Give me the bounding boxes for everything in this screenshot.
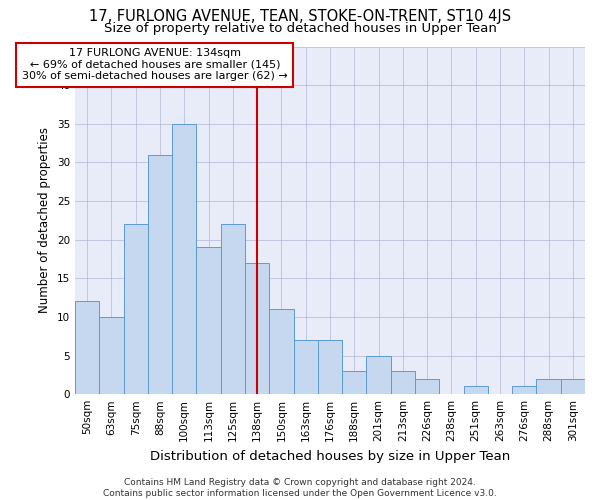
X-axis label: Distribution of detached houses by size in Upper Tean: Distribution of detached houses by size …: [150, 450, 510, 462]
Bar: [124, 224, 148, 394]
Bar: [269, 309, 293, 394]
Bar: [561, 378, 585, 394]
Bar: [75, 302, 100, 394]
Bar: [100, 317, 124, 394]
Text: Size of property relative to detached houses in Upper Tean: Size of property relative to detached ho…: [104, 22, 496, 35]
Bar: [293, 340, 318, 394]
Bar: [245, 263, 269, 394]
Bar: [148, 154, 172, 394]
Bar: [367, 356, 391, 394]
Bar: [512, 386, 536, 394]
Text: 17 FURLONG AVENUE: 134sqm
← 69% of detached houses are smaller (145)
30% of semi: 17 FURLONG AVENUE: 134sqm ← 69% of detac…: [22, 48, 288, 82]
Bar: [464, 386, 488, 394]
Bar: [415, 378, 439, 394]
Bar: [172, 124, 196, 394]
Bar: [196, 248, 221, 394]
Bar: [342, 371, 367, 394]
Bar: [318, 340, 342, 394]
Bar: [221, 224, 245, 394]
Text: Contains HM Land Registry data © Crown copyright and database right 2024.
Contai: Contains HM Land Registry data © Crown c…: [103, 478, 497, 498]
Bar: [391, 371, 415, 394]
Bar: [536, 378, 561, 394]
Text: 17, FURLONG AVENUE, TEAN, STOKE-ON-TRENT, ST10 4JS: 17, FURLONG AVENUE, TEAN, STOKE-ON-TRENT…: [89, 9, 511, 24]
Y-axis label: Number of detached properties: Number of detached properties: [38, 128, 52, 314]
